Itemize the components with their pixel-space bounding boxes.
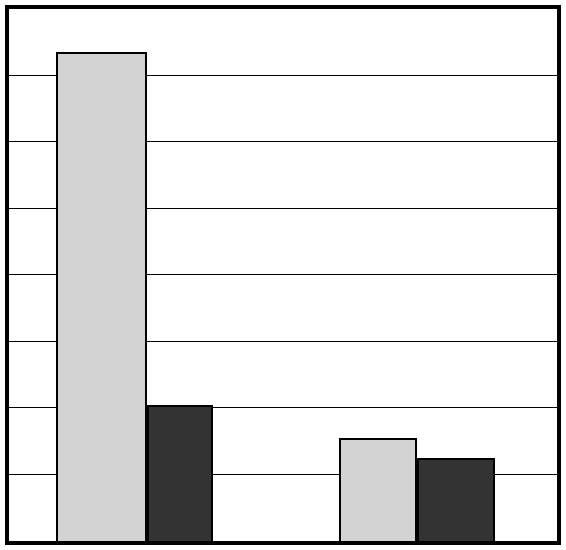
bar-2b (417, 458, 495, 541)
chart-frame (5, 5, 561, 545)
bar-2a (339, 438, 417, 541)
bar-1b (147, 405, 213, 541)
plot-area (9, 9, 557, 541)
bar-chart (0, 0, 566, 550)
bar-1a (56, 52, 147, 541)
